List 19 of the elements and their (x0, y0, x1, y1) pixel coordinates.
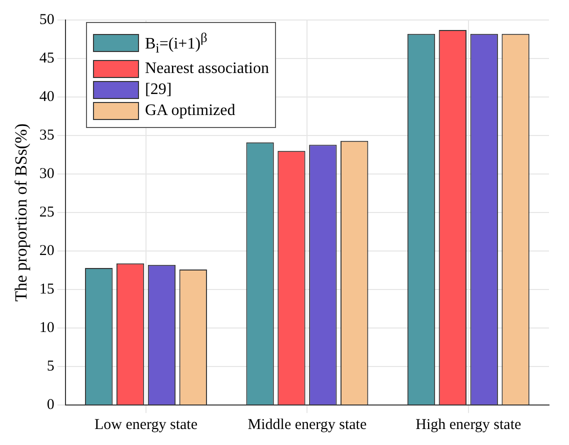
y-tick-label: 15 (39, 281, 54, 298)
x-tick-label: Middle energy state (248, 416, 367, 433)
y-tick-label: 0 (46, 396, 54, 413)
y-tick-label: 45 (39, 50, 54, 66)
legend-label: [29] (145, 80, 172, 99)
legend-label: B$_{i}$=(i+1)$^{β}$ (145, 30, 208, 57)
y-axis-title: The proportion of BSs(%) (12, 123, 31, 302)
x-tick-label: High energy state (416, 416, 522, 433)
y-tick-label: 40 (39, 88, 54, 105)
y-tick-label: 5 (46, 358, 54, 374)
y-tick-label: 10 (39, 320, 54, 336)
y-tick-label: 35 (39, 127, 54, 144)
y-tick-label: 50 (39, 12, 54, 28)
y-tick-label: 30 (39, 166, 54, 182)
y-tick-label: 25 (39, 204, 54, 220)
y-tick-label: 20 (39, 242, 54, 259)
legend-label: Nearest association (145, 60, 269, 78)
legend-label: GA optimized (145, 102, 236, 120)
x-tick-label: Low energy state (94, 416, 198, 433)
